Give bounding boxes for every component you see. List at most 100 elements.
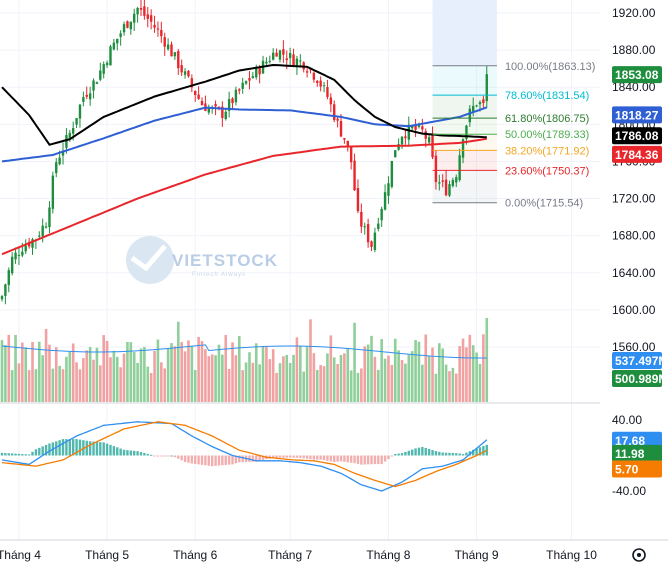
macd-histogram-bar [170, 455, 173, 457]
candle-body [99, 70, 102, 80]
candle-body [133, 13, 136, 23]
macd-histogram-bar [373, 455, 377, 465]
fib-level-label: 0.00%(1715.54) [505, 198, 583, 210]
price-badge-close: 1853.08 [615, 68, 659, 82]
time-axis-label[interactable]: Tháng 5 [85, 548, 129, 562]
macd-histogram-bar [136, 451, 139, 456]
candle-body [75, 118, 78, 125]
volume-bar [387, 355, 390, 402]
time-axis-label[interactable]: Tháng 4 [0, 548, 41, 562]
macd-histogram-bar [394, 454, 397, 456]
volume-bar [309, 319, 312, 402]
macd-histogram-bar [292, 455, 295, 458]
time-axis[interactable]: Tháng 4 Tháng 5 Tháng 6 Tháng 7 Tháng 8 Tháng… [0, 548, 597, 562]
macd-histogram-bar [441, 452, 444, 456]
macd-histogram-bar [282, 455, 285, 458]
volume-bar [129, 342, 133, 402]
time-axis-label[interactable]: Tháng 7 [268, 548, 312, 562]
macd-histogram-bar [343, 455, 346, 462]
gear-icon[interactable] [632, 548, 646, 562]
candle-body [475, 105, 478, 107]
candle-body [312, 72, 316, 80]
candle-body [129, 21, 133, 30]
candle-body [349, 146, 353, 163]
macd-histogram-bar [475, 448, 478, 456]
macd-histogram-bar [465, 452, 468, 456]
macd-histogram-bar [251, 455, 255, 462]
macd-histogram-bar [210, 455, 214, 467]
volume-bar [380, 339, 383, 402]
volume-bar [71, 343, 75, 402]
volume-bar [221, 354, 224, 402]
candle-body [163, 37, 166, 47]
volume-bar [407, 354, 411, 402]
time-axis-label[interactable]: Tháng 10 [546, 548, 597, 562]
candle-body [455, 177, 458, 183]
macd-histogram-bar [380, 455, 383, 465]
macd-histogram-bar [339, 455, 343, 462]
settings-button[interactable] [632, 548, 646, 562]
candle-body [380, 208, 383, 221]
macd-histogram-bar [92, 441, 95, 456]
macd-histogram-bar [458, 453, 461, 456]
time-axis-label[interactable]: Tháng 9 [455, 548, 499, 562]
price-tick-label: 1720.00 [612, 192, 656, 206]
volume-bar [65, 356, 68, 402]
volume-bar [438, 343, 441, 402]
candle-body [478, 102, 482, 105]
volume-bar [363, 346, 367, 402]
candle-body [448, 184, 451, 196]
watermark-text: VIETSTOCK [172, 251, 278, 270]
candle-body [231, 98, 234, 104]
volume-badge-ma: 537.497M [615, 354, 668, 368]
volume-badge-value: 500.989M [615, 372, 668, 386]
volume-bar [285, 354, 289, 402]
moving-averages [1, 63, 488, 256]
macd-histogram-bar [0, 452, 4, 456]
macd-panel [0, 421, 488, 492]
fib-level-label: 38.20%(1771.92) [505, 145, 589, 157]
price-badge-ma-fast-bg [612, 127, 662, 145]
macd-histogram-bar [234, 455, 238, 464]
candle-body [356, 187, 360, 212]
macd-histogram-bar [68, 439, 71, 456]
candle-body [105, 62, 109, 66]
candle-body [24, 245, 27, 252]
macd-histogram-bar [360, 455, 363, 465]
candle-body [207, 107, 210, 113]
candle-body [7, 270, 10, 286]
volume-bar [478, 363, 482, 402]
volume-bar [190, 345, 194, 402]
candle-body [187, 70, 190, 77]
candle-body [51, 175, 55, 209]
volume-bar [353, 322, 356, 402]
macd-histogram-bar [88, 441, 92, 456]
volume-bar [224, 335, 228, 402]
macd-badge-signal: 5.70 [615, 462, 639, 476]
price-badge-ma-slow-bg [612, 145, 662, 163]
macd-signal-line [1, 421, 488, 488]
time-axis-label[interactable]: Tháng 8 [366, 548, 410, 562]
candle-body [183, 71, 187, 75]
volume-bar [366, 344, 370, 402]
volume-bar [251, 362, 255, 402]
candle-body [78, 104, 82, 119]
volume-bar [48, 344, 51, 402]
candle-body [383, 192, 387, 210]
candle-body [248, 78, 251, 81]
candle-body [44, 226, 48, 228]
volume-bar [271, 349, 275, 402]
macd-histogram-bar [288, 455, 292, 458]
volume-bar [292, 354, 295, 402]
time-axis-label[interactable]: Tháng 6 [173, 548, 217, 562]
volume-bar [61, 369, 65, 402]
price-axis[interactable]: 1920.001880.001840.001800.001760.001720.… [612, 6, 656, 498]
volume-bar [51, 368, 55, 402]
macd-histogram-bar [387, 455, 390, 460]
candle-body [27, 241, 31, 247]
candle-body [71, 128, 75, 134]
macd-histogram-bar [204, 455, 207, 466]
macd-histogram-bar [194, 455, 197, 464]
